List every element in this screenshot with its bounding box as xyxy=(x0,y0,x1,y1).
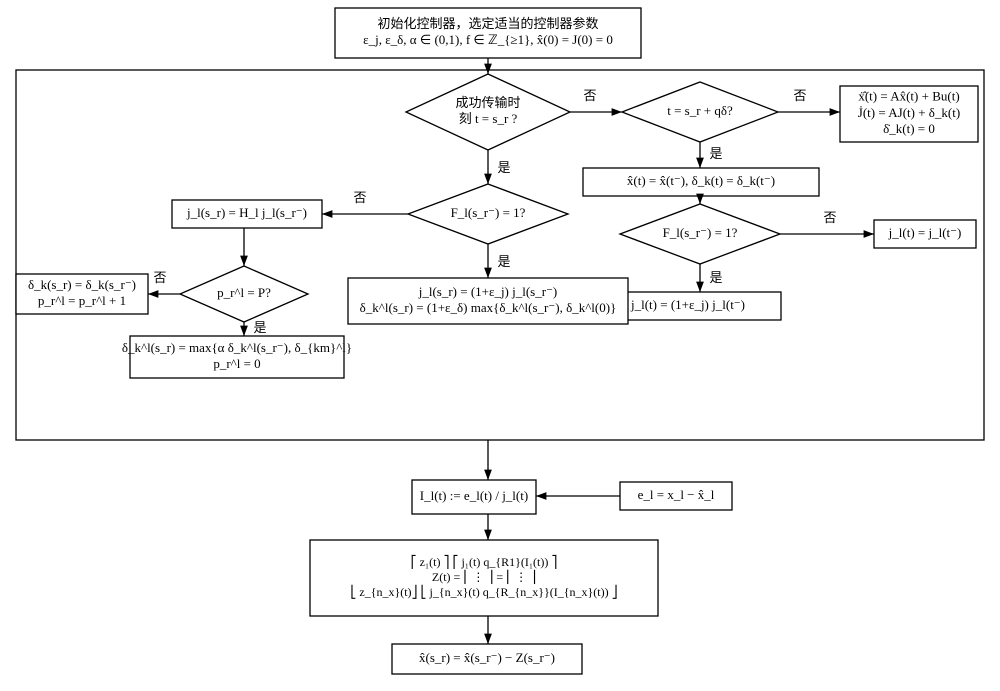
edge-label-9: 否 xyxy=(353,190,366,205)
diamond-d1-text: 成功传输时刻 t = s_r ? xyxy=(455,95,520,126)
box-big_update-text-line-0: j_l(s_r) = (1+ε_j) j_l(s_r⁻) xyxy=(418,284,558,299)
box-ode_box-text-line-1: J̇(t) = AJ(t) + δ_k(t) xyxy=(858,105,960,120)
box-jl_hold-text: j_l(t) = j_l(t⁻) xyxy=(888,225,962,240)
box-delta_box-text-line-1: p_r^l = p_r^l + 1 xyxy=(38,293,126,308)
edge-label-3: 是 xyxy=(709,146,722,161)
edge-label-2: 否 xyxy=(793,88,806,103)
box-jl_hold-text-line-0: j_l(t) = j_l(t⁻) xyxy=(888,225,962,240)
box-max_box-text-line-0: δ_k^l(s_r) = max{α δ_k^l(s_r⁻), δ_{km}^l… xyxy=(122,340,352,355)
box-init-text: 初始化控制器，选定适当的控制器参数ε_j, ε_δ, α ∈ (0,1), f … xyxy=(363,16,613,47)
box-Z_box-text-line-2: ⎣ z_{n_x}(t)⎦ ⎣ j_{n_x}(t) q_{R_{n_x}}(I… xyxy=(350,584,617,599)
box-el_box-text: e_l = x_l − x̂_l xyxy=(638,487,715,502)
diamond-d5-text-line-0: p_r^l = P? xyxy=(217,285,271,300)
box-final_box-text: x̂(s_r) = x̂(s_r⁻) − Z(s_r⁻) xyxy=(419,650,555,665)
box-Z_box-text-line-0: ⎡ z₁(t) ⎤ ⎡ j₁(t) q_{R1}(I₁(t)) ⎤ xyxy=(411,554,558,570)
diamond-d1-text-line-1: 刻 t = s_r ? xyxy=(459,111,518,126)
box-ode_box-text-line-2: δ̇_k(t) = 0 xyxy=(883,121,935,136)
box-el_box-text-line-0: e_l = x_l − x̂_l xyxy=(638,487,715,502)
box-init-text-line-0: 初始化控制器，选定适当的控制器参数 xyxy=(377,16,598,31)
box-jl_H-text-line-0: j_l(s_r) = H_l j_l(s_r⁻) xyxy=(186,205,307,220)
box-Il_box-text-line-0: I_l(t) := e_l(t) / j_l(t) xyxy=(420,488,528,503)
box-big_update-text-line-1: δ_k^l(s_r) = (1+ε_δ) max{δ_k^l(s_r⁻), δ_… xyxy=(360,300,617,315)
edge-label-8: 是 xyxy=(497,254,510,269)
box-jump_x-text-line-0: x̂(t) = x̂(t⁻), δ_k(t) = δ_k(t⁻) xyxy=(627,173,775,188)
edge-label-11: 否 xyxy=(153,270,166,285)
diamond-d5-text: p_r^l = P? xyxy=(217,285,271,300)
edge-label-1: 否 xyxy=(583,88,596,103)
box-jl_H-text: j_l(s_r) = H_l j_l(s_r⁻) xyxy=(186,205,307,220)
edge-label-6: 是 xyxy=(709,270,722,285)
box-Il_box-text: I_l(t) := e_l(t) / j_l(t) xyxy=(420,488,528,503)
box-jump_x-text: x̂(t) = x̂(t⁻), δ_k(t) = δ_k(t⁻) xyxy=(627,173,775,188)
box-final_box-text-line-0: x̂(s_r) = x̂(s_r⁻) − Z(s_r⁻) xyxy=(419,650,555,665)
box-delta_box-text: δ_k(s_r) = δ_k(s_r⁻)p_r^l = p_r^l + 1 xyxy=(28,277,136,308)
edge-label-5: 否 xyxy=(823,210,836,225)
box-Z_box-text-line-1: Z(t) = ⎢ ⋮ ⎥ = ⎢ ⋮ ⎥ xyxy=(432,569,536,585)
box-ode_box-text-line-0: ẋ̂(t) = Ax̂(t) + Bu(t) xyxy=(858,89,959,104)
diamond-d1-text-line-0: 成功传输时 xyxy=(455,95,520,110)
diamond-d4-text: F_l(s_r⁻) = 1? xyxy=(663,225,738,240)
diamond-d2-text-line-0: t = s_r + qδ? xyxy=(667,103,733,118)
edge-label-7: 是 xyxy=(497,160,510,175)
box-jl_update-text: j_l(t) = (1+ε_j) j_l(t⁻) xyxy=(630,297,745,312)
box-init-text-line-1: ε_j, ε_δ, α ∈ (0,1), f ∈ ℤ_{≥1}, x̂(0) =… xyxy=(363,32,613,47)
diamond-d4-text-line-0: F_l(s_r⁻) = 1? xyxy=(663,225,738,240)
edge-label-12: 是 xyxy=(253,320,266,335)
box-max_box-text-line-1: p_r^l = 0 xyxy=(213,356,260,371)
box-jl_update-text-line-0: j_l(t) = (1+ε_j) j_l(t⁻) xyxy=(630,297,745,312)
diamond-d2-text: t = s_r + qδ? xyxy=(667,103,733,118)
box-delta_box-text-line-0: δ_k(s_r) = δ_k(s_r⁻) xyxy=(28,277,136,292)
diamond-d3-text: F_l(s_r⁻) = 1? xyxy=(451,205,526,220)
diamond-d3-text-line-0: F_l(s_r⁻) = 1? xyxy=(451,205,526,220)
